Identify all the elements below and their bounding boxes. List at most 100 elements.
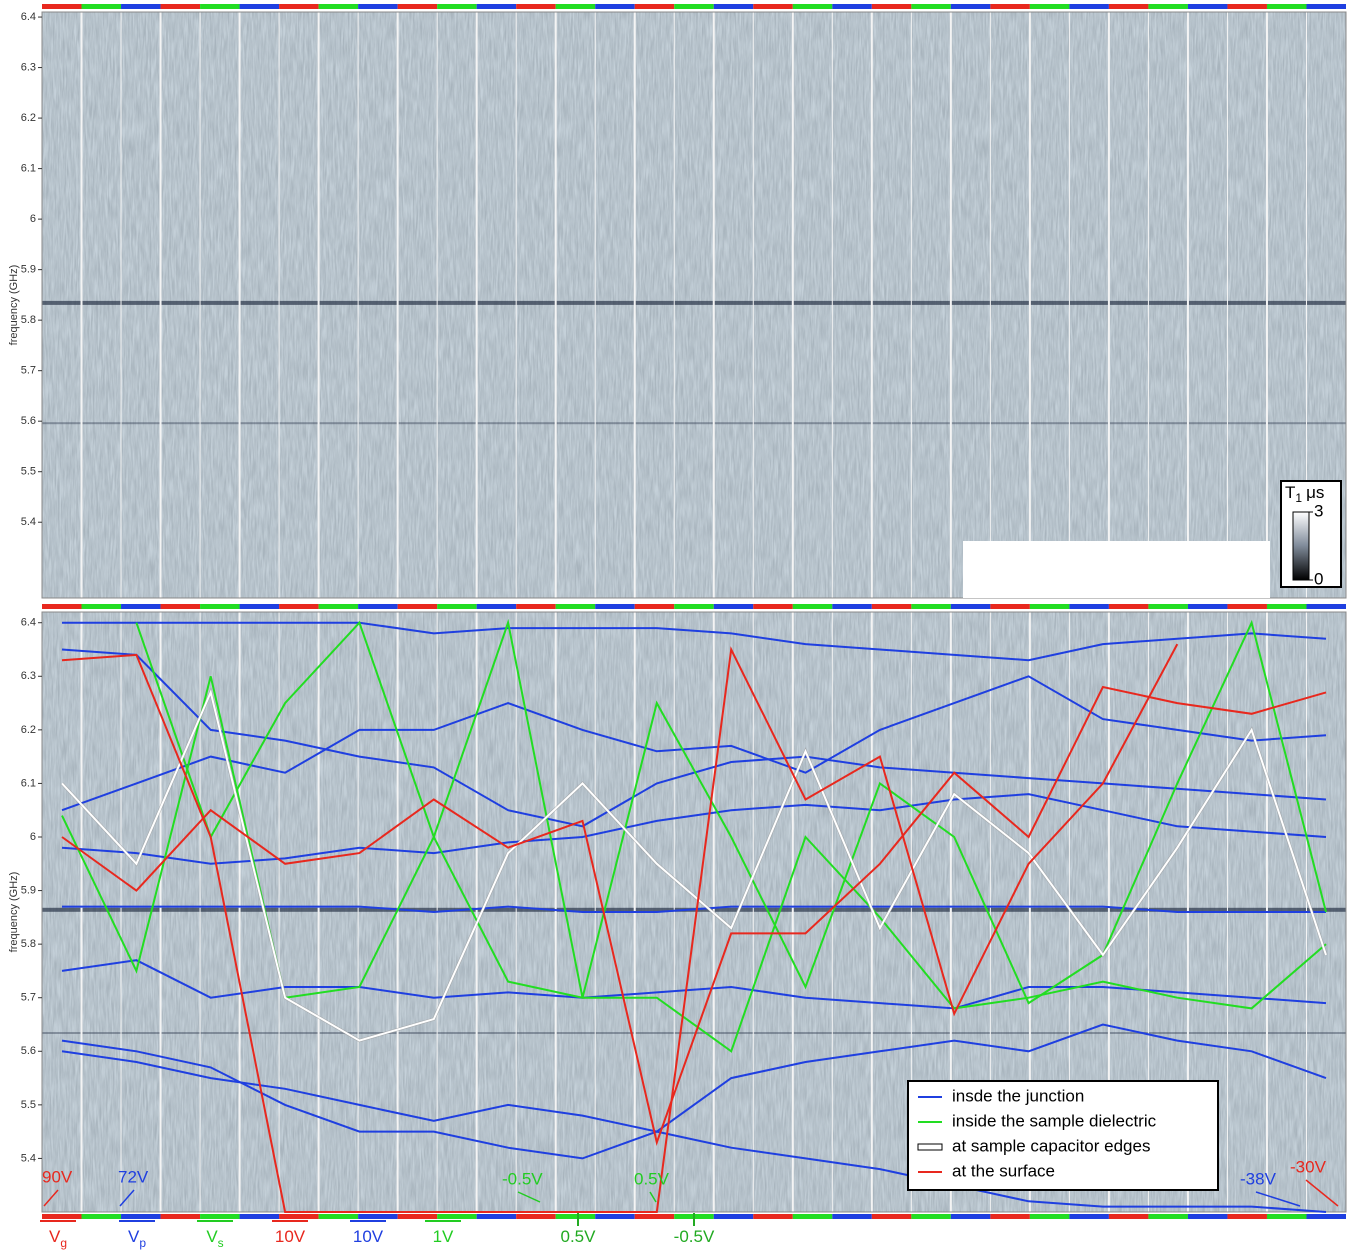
- sweep-strip: [1188, 1214, 1228, 1219]
- sweep-strip: [1227, 604, 1267, 609]
- sweep-strip: [714, 1214, 754, 1219]
- y-axis-label: frequency (GHz): [8, 872, 20, 953]
- sweep-strip: [42, 1214, 82, 1219]
- sweep-strip: [674, 4, 714, 9]
- sweep-strip: [951, 4, 991, 9]
- sweep-strip: [1030, 4, 1070, 9]
- sweep-strip: [477, 4, 517, 9]
- sweep-strip: [872, 4, 912, 9]
- sweep-strip: [1069, 4, 1109, 9]
- sweep-strip: [398, 604, 438, 609]
- sweep-label: Vg: [49, 1227, 67, 1250]
- annotation: 72V: [118, 1167, 149, 1186]
- annotation: 0.5V: [634, 1169, 670, 1188]
- y-tick-label: 5.6: [21, 1045, 36, 1057]
- sweep-strip: [200, 604, 240, 609]
- y-tick-label: 6.4: [21, 11, 36, 23]
- sweep-strip: [319, 604, 359, 609]
- sweep-strip: [200, 1214, 240, 1219]
- y-tick-label: 5.8: [21, 938, 36, 950]
- sweep-strip: [714, 604, 754, 609]
- sweep-strip: [319, 4, 359, 9]
- y-tick-label: 5.5: [21, 1099, 36, 1111]
- sweep-strip: [1267, 1214, 1307, 1219]
- sweep-strip: [1030, 1214, 1070, 1219]
- sweep-strip: [398, 1214, 438, 1219]
- sweep-strip: [793, 4, 833, 9]
- annotation: -30V: [1290, 1157, 1327, 1176]
- sweep-strip: [1148, 4, 1188, 9]
- sweep-strip: [990, 604, 1030, 609]
- streak: [42, 422, 1346, 424]
- sweep-strip: [911, 1214, 951, 1219]
- sweep-strip: [793, 604, 833, 609]
- y-tick-label: 6.2: [21, 724, 36, 736]
- sweep-strip: [911, 4, 951, 9]
- y-tick-label: 5.4: [21, 1152, 36, 1164]
- sweep-strip: [358, 1214, 398, 1219]
- y-tick-label: 6: [30, 831, 36, 843]
- sweep-strip: [753, 1214, 793, 1219]
- sweep-strip: [398, 4, 438, 9]
- sweep-strip: [872, 1214, 912, 1219]
- sweep-strip: [240, 1214, 280, 1219]
- y-tick-label: 5.7: [21, 992, 36, 1004]
- sweep-strip: [753, 4, 793, 9]
- sweep-strip: [753, 604, 793, 609]
- sweep-label-text: 1V: [433, 1227, 454, 1246]
- colorbar: [1293, 512, 1309, 580]
- sweep-label-sub: p: [139, 1236, 146, 1250]
- colorbar-label-symbol: T: [1285, 483, 1295, 502]
- y-tick-label: 5.9: [21, 264, 36, 276]
- sweep-strip: [1109, 4, 1149, 9]
- sweep-strip: [832, 4, 872, 9]
- y-tick-label: 6.2: [21, 112, 36, 124]
- sweep-strip: [1188, 4, 1228, 9]
- spectroscopy-texture: [42, 12, 1346, 598]
- sweep-strip: [556, 4, 596, 9]
- sweep-strip: [793, 1214, 833, 1219]
- sweep-strip: [82, 1214, 122, 1219]
- sweep-strip: [1148, 604, 1188, 609]
- sweep-strip: [42, 4, 82, 9]
- sweep-label: 1V: [433, 1227, 454, 1246]
- sweep-strip: [951, 1214, 991, 1219]
- y-tick-label: 6: [30, 213, 36, 225]
- sweep-strip: [161, 1214, 201, 1219]
- sweep-strip: [1069, 1214, 1109, 1219]
- sweep-label: 0.5V: [561, 1227, 597, 1246]
- sweep-strip: [82, 604, 122, 609]
- legend-swatch: [918, 1144, 942, 1150]
- colorbar-tick-label: 0: [1314, 569, 1323, 588]
- colorbar-label-sub: 1: [1295, 491, 1302, 505]
- sweep-label-text: 0.5V: [561, 1227, 597, 1246]
- sweep-label: Vp: [128, 1227, 146, 1250]
- sweep-strip: [832, 1214, 872, 1219]
- sweep-strip: [1109, 604, 1149, 609]
- colorbar-tick-label: 3: [1314, 501, 1323, 520]
- sweep-label-sub: g: [60, 1236, 67, 1250]
- sweep-strip: [437, 4, 477, 9]
- sweep-strip: [674, 604, 714, 609]
- legend-label: inside the sample dielectric: [952, 1111, 1157, 1130]
- sweep-label-text: 10V: [275, 1227, 306, 1246]
- sweep-strip: [1267, 604, 1307, 609]
- sweep-strip: [635, 604, 675, 609]
- annotation: -38V: [1240, 1169, 1277, 1188]
- sweep-strip: [872, 604, 912, 609]
- sweep-strip: [516, 4, 556, 9]
- annotation: -0.5V: [502, 1169, 543, 1188]
- y-axis-label: frequency (GHz): [8, 265, 20, 346]
- y-tick-label: 6.3: [21, 670, 36, 682]
- sweep-label: 10V: [353, 1227, 384, 1246]
- sweep-strip: [200, 4, 240, 9]
- sweep-strip: [1267, 4, 1307, 9]
- sweep-strip: [121, 4, 161, 9]
- sweep-strip: [832, 604, 872, 609]
- sweep-strip: [121, 604, 161, 609]
- sweep-strip: [42, 604, 82, 609]
- sweep-strip: [990, 4, 1030, 9]
- y-tick-label: 5.5: [21, 466, 36, 478]
- streak: [42, 1032, 1346, 1034]
- sweep-strip: [161, 604, 201, 609]
